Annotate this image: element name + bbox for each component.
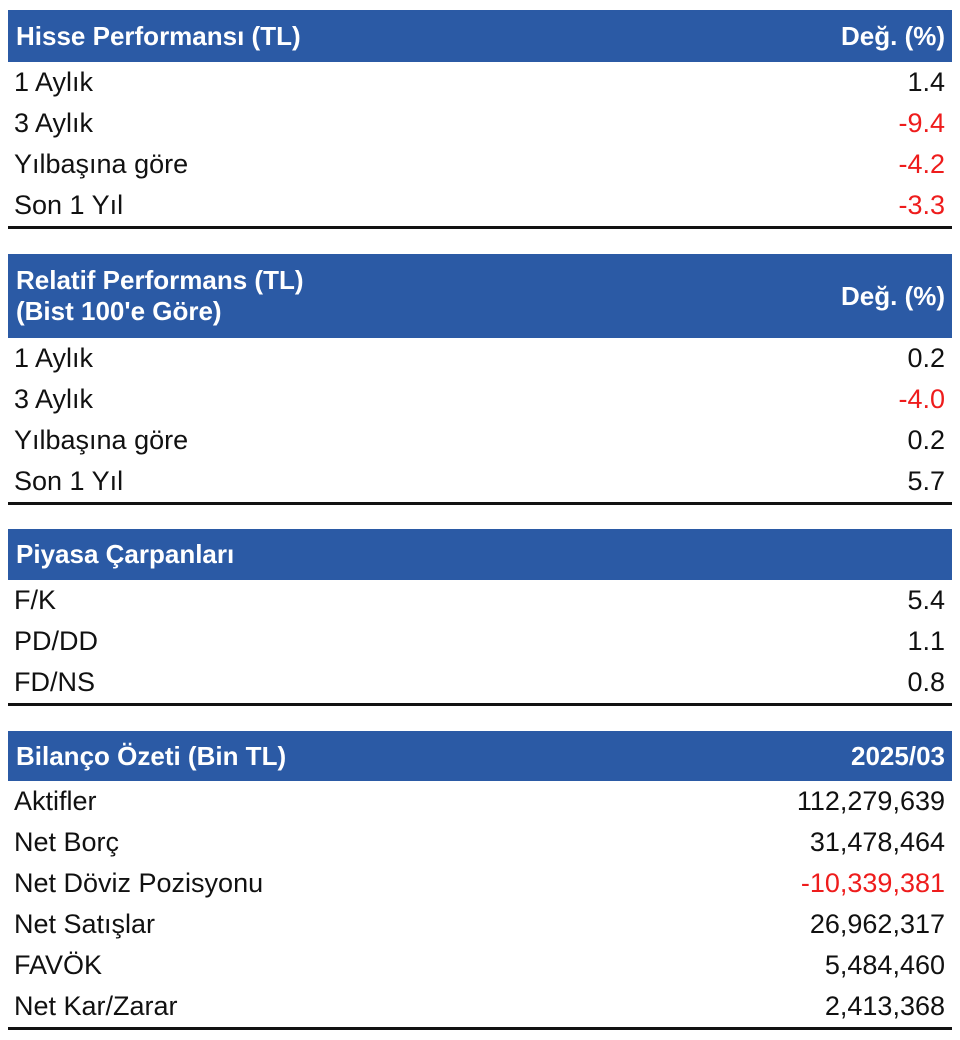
row-value: -4.0 [898, 384, 945, 414]
row-label: 3 Aylık [14, 108, 94, 138]
row-value: 0.2 [907, 425, 945, 455]
table-row: FAVÖK 5,484,460 [8, 945, 952, 986]
row-value: 26,962,317 [809, 909, 945, 939]
row-label: Aktifler [14, 786, 97, 816]
row-value: -4.2 [898, 149, 945, 179]
row-value: 0.2 [907, 343, 945, 373]
bilanco-ozeti-header: Bilanço Özeti (Bin TL) 2025/03 [8, 731, 952, 781]
relatif-performans-bottom-rule [8, 502, 952, 505]
row-value: 5.7 [907, 466, 945, 496]
row-label: Son 1 Yıl [14, 190, 124, 220]
table-row: Net Satışlar 26,962,317 [8, 904, 952, 945]
row-value: 5,484,460 [824, 950, 945, 980]
row-label: F/K [14, 585, 57, 615]
row-value: 5.4 [907, 585, 945, 615]
row-label: FD/NS [14, 667, 95, 697]
relatif-performans-header: Relatif Performans (TL) (Bist 100'e Göre… [8, 254, 952, 338]
table-row: FD/NS 0.8 [8, 662, 952, 703]
table-row: Son 1 Yıl -3.3 [8, 185, 952, 226]
table-row: PD/DD 1.1 [8, 621, 952, 662]
piyasa-carpanlari-title: Piyasa Çarpanları [16, 539, 235, 569]
table-row: Yılbaşına göre -4.2 [8, 144, 952, 185]
table-row: 1 Aylık 1.4 [8, 62, 952, 103]
row-label: 1 Aylık [14, 343, 94, 373]
row-label: Net Satışlar [14, 909, 156, 939]
piyasa-carpanlari-bottom-rule [8, 703, 952, 706]
bilanco-ozeti-bottom-rule [8, 1027, 952, 1030]
row-value: 0.8 [907, 667, 945, 697]
hisse-performans-col-header: Değ. (%) [841, 20, 945, 51]
table-row: Yılbaşına göre 0.2 [8, 420, 952, 461]
row-label: Net Borç [14, 827, 120, 857]
hisse-performans-table: Hisse Performansı (TL) Değ. (%) 1 Aylık 1… [8, 10, 952, 229]
row-label: 1 Aylık [14, 67, 94, 97]
row-label: Son 1 Yıl [14, 466, 124, 496]
hisse-performans-header: Hisse Performansı (TL) Değ. (%) [8, 10, 952, 62]
row-value: 112,279,639 [796, 786, 945, 816]
row-value: -9.4 [898, 108, 945, 138]
bilanco-ozeti-col-header: 2025/03 [851, 740, 945, 771]
table-row: Aktifler 112,279,639 [8, 781, 952, 822]
row-label: PD/DD [14, 626, 99, 656]
relatif-performans-title-line1: Relatif Performans (TL) [16, 265, 304, 295]
table-row: 1 Aylık 0.2 [8, 338, 952, 379]
relatif-performans-title-line2: (Bist 100'e Göre) [16, 296, 222, 326]
hisse-performans-title: Hisse Performansı (TL) [16, 20, 301, 51]
row-value: 31,478,464 [809, 827, 945, 857]
bilanco-ozeti-table: Bilanço Özeti (Bin TL) 2025/03 Aktifler 1… [8, 731, 952, 1030]
row-label: FAVÖK [14, 950, 103, 980]
row-label: 3 Aylık [14, 384, 94, 414]
relatif-performans-table: Relatif Performans (TL) (Bist 100'e Göre… [8, 254, 952, 505]
row-label: Yılbaşına göre [14, 425, 189, 455]
relatif-performans-col-header: Değ. (%) [841, 280, 945, 311]
table-row: Son 1 Yıl 5.7 [8, 461, 952, 502]
bilanco-ozeti-rows: Aktifler 112,279,639 Net Borç 31,478,464 Net… [8, 781, 952, 1027]
hisse-performans-bottom-rule [8, 226, 952, 229]
row-label: Yılbaşına göre [14, 149, 189, 179]
piyasa-carpanlari-header: Piyasa Çarpanları [8, 529, 952, 580]
row-value: 2,413,368 [824, 991, 945, 1021]
piyasa-carpanlari-table: Piyasa Çarpanları F/K 5.4 PD/DD 1.1 FD/NS 0.8 [8, 529, 952, 706]
table-row: F/K 5.4 [8, 580, 952, 621]
table-row: Net Borç 31,478,464 [8, 822, 952, 863]
row-value: -3.3 [898, 190, 945, 220]
row-value: -10,339,381 [800, 868, 945, 898]
row-value: 1.1 [907, 626, 945, 656]
bilanco-ozeti-title: Bilanço Özeti (Bin TL) [16, 740, 287, 771]
piyasa-carpanlari-rows: F/K 5.4 PD/DD 1.1 FD/NS 0.8 [8, 580, 952, 703]
table-row: Net Kar/Zarar 2,413,368 [8, 986, 952, 1027]
table-row: Net Döviz Pozisyonu -10,339,381 [8, 863, 952, 904]
row-label: Net Döviz Pozisyonu [14, 868, 264, 898]
row-value: 1.4 [907, 67, 945, 97]
table-row: 3 Aylık -9.4 [8, 103, 952, 144]
table-row: 3 Aylık -4.0 [8, 379, 952, 420]
hisse-performans-rows: 1 Aylık 1.4 3 Aylık -9.4 Yılbaşına göre -4.2 S… [8, 62, 952, 226]
row-label: Net Kar/Zarar [14, 991, 178, 1021]
relatif-performans-title: Relatif Performans (TL) (Bist 100'e Göre… [16, 265, 304, 327]
relatif-performans-rows: 1 Aylık 0.2 3 Aylık -4.0 Yılbaşına göre 0.2 So… [8, 338, 952, 502]
